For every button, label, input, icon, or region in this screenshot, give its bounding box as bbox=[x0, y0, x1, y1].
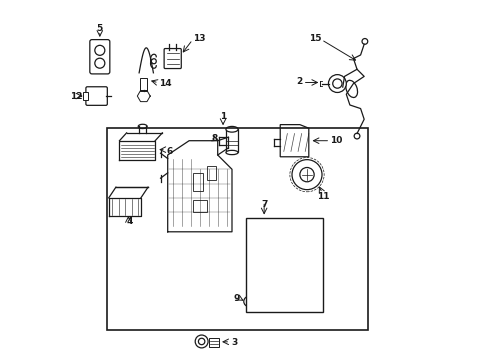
Circle shape bbox=[195, 335, 207, 348]
Circle shape bbox=[198, 338, 204, 345]
Bar bbox=[225, 129, 238, 153]
Bar bbox=[246, 217, 323, 312]
Circle shape bbox=[353, 133, 359, 139]
Bar bbox=[208, 338, 218, 347]
Circle shape bbox=[250, 240, 259, 249]
Ellipse shape bbox=[225, 150, 238, 155]
Text: 2: 2 bbox=[296, 77, 303, 86]
Text: 12: 12 bbox=[69, 91, 82, 100]
Text: 6: 6 bbox=[166, 147, 173, 156]
Circle shape bbox=[246, 299, 250, 303]
FancyBboxPatch shape bbox=[90, 40, 110, 74]
Bar bbox=[192, 173, 203, 191]
Text: 14: 14 bbox=[159, 79, 171, 88]
Bar bbox=[206, 166, 216, 180]
Bar bbox=[192, 200, 206, 212]
Ellipse shape bbox=[138, 124, 147, 129]
FancyBboxPatch shape bbox=[86, 87, 107, 105]
Circle shape bbox=[291, 159, 322, 190]
Text: 10: 10 bbox=[329, 136, 342, 145]
Text: 13: 13 bbox=[192, 35, 205, 44]
Text: 11: 11 bbox=[316, 192, 328, 201]
Text: 4: 4 bbox=[126, 217, 132, 226]
Circle shape bbox=[95, 58, 104, 68]
Text: 7: 7 bbox=[261, 200, 267, 209]
FancyBboxPatch shape bbox=[164, 49, 181, 68]
Text: 8: 8 bbox=[211, 134, 217, 143]
Text: 15: 15 bbox=[308, 35, 321, 44]
Circle shape bbox=[277, 296, 284, 302]
Text: 5: 5 bbox=[97, 24, 103, 33]
Circle shape bbox=[332, 79, 341, 88]
Text: 9: 9 bbox=[233, 294, 239, 303]
Text: 1: 1 bbox=[220, 112, 226, 121]
Circle shape bbox=[328, 75, 346, 93]
Circle shape bbox=[285, 233, 289, 238]
Ellipse shape bbox=[225, 126, 238, 132]
Text: 3: 3 bbox=[230, 338, 237, 347]
Circle shape bbox=[361, 39, 367, 44]
Circle shape bbox=[250, 229, 259, 238]
Polygon shape bbox=[280, 125, 308, 157]
Bar bbox=[140, 78, 147, 91]
Circle shape bbox=[95, 45, 104, 55]
Bar bbox=[83, 93, 88, 100]
Circle shape bbox=[299, 167, 313, 182]
Circle shape bbox=[268, 233, 273, 238]
Bar bbox=[107, 128, 367, 330]
Circle shape bbox=[244, 296, 253, 306]
Ellipse shape bbox=[345, 80, 357, 98]
